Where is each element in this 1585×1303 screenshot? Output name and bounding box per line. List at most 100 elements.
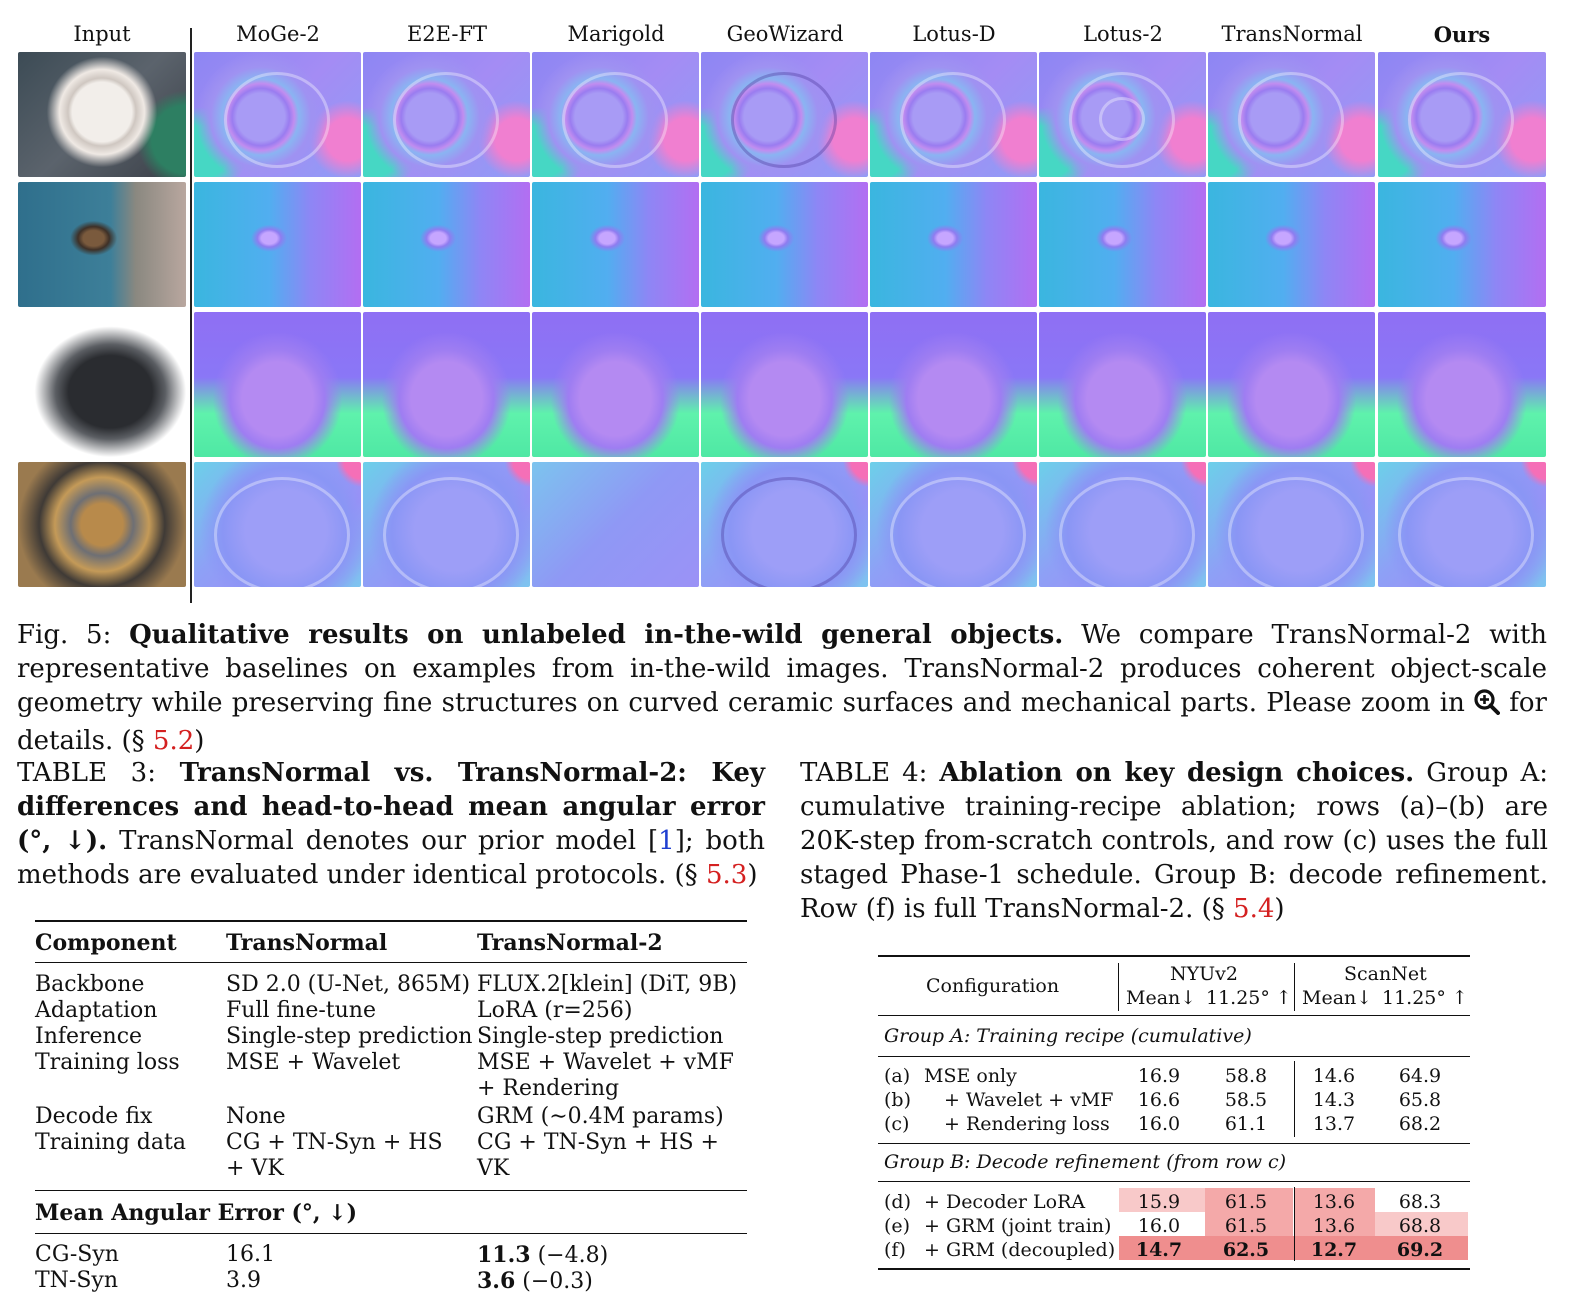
table3-cell: MSE + Wavelet — [226, 1050, 401, 1075]
table4-row-id: (b) — [884, 1089, 911, 1111]
table4-cell: 61.1 — [1224, 1113, 1268, 1135]
table3-delta: (−0.3) — [522, 1269, 593, 1294]
table4-cell: 69.2 — [1396, 1239, 1444, 1261]
table3-cell: Full fine-tune — [226, 998, 376, 1023]
col-header-moge2: MoGe-2 — [236, 22, 320, 46]
table4-text: Group A: cumulative training-recipe abla… — [800, 758, 1548, 924]
normal-map-e2eft-truck — [363, 312, 530, 457]
figure-label: Fig. 5: — [17, 620, 112, 650]
table4-group-a-title: Group A: Training recipe (cumulative) — [884, 1025, 1252, 1047]
table3-row-label: Training loss — [35, 1050, 180, 1075]
section-ref-link[interactable]: 5.3 — [705, 860, 748, 890]
table4-cell: 68.2 — [1398, 1113, 1442, 1135]
normal-map-transnormal-plate — [1208, 52, 1375, 177]
section-ref-link[interactable]: 5.4 — [1233, 894, 1275, 924]
table-vline — [1118, 963, 1119, 1011]
table4-metric-header: Mean↓ — [1302, 987, 1373, 1009]
normal-map-marigold-plate — [532, 52, 699, 177]
normal-map-lotus-d-truck — [870, 312, 1037, 457]
highlight-cell — [1119, 1188, 1205, 1212]
table4-cell: 65.8 — [1398, 1089, 1442, 1111]
table4-row-config: + GRM (decoupled) — [924, 1239, 1116, 1261]
normal-map-marigold-truck — [532, 312, 699, 457]
table4-cell: 13.6 — [1312, 1191, 1356, 1213]
table4-cell: 58.8 — [1224, 1065, 1268, 1087]
table3-cell: FLUX.2[klein] (DiT, 9B) — [477, 972, 738, 997]
table4-label: TABLE 4: — [800, 758, 928, 788]
normal-map-lotus-d-watch — [870, 462, 1037, 587]
table3-best-value: 3.6 — [477, 1268, 516, 1294]
normal-map-moge2-watch — [194, 462, 361, 587]
table-rule — [878, 1056, 1470, 1057]
section-ref-link[interactable]: 5.2 — [152, 726, 195, 756]
normal-map-e2eft-plate — [363, 52, 530, 177]
normal-map-e2eft-spool — [363, 182, 530, 307]
table3-cell: Single-step prediction — [226, 1024, 473, 1049]
col-header-input: Input — [73, 22, 131, 46]
table4-header-scannet: ScanNet — [1344, 963, 1427, 985]
table4-cell: 61.5 — [1224, 1215, 1268, 1237]
table4-row-id: (c) — [884, 1113, 910, 1135]
input-image-watch — [18, 462, 186, 587]
normal-map-e2eft-watch — [363, 462, 530, 587]
table4-cell: 68.8 — [1398, 1215, 1442, 1237]
table4-cell: 13.7 — [1312, 1113, 1356, 1135]
figure-5: Input MoGe-2 E2E-FT Marigold GeoWizard L… — [18, 18, 1566, 603]
table3-cell: 16.1 — [226, 1242, 275, 1267]
table4-cell: 15.9 — [1137, 1191, 1181, 1213]
table3-cell: SD 2.0 (U-Net, 865M) — [226, 972, 471, 997]
figure-caption-title: Qualitative results on unlabeled in-the-… — [129, 620, 1064, 650]
table4-row-id: (d) — [884, 1191, 911, 1213]
table4-row-config: + Decoder LoRA — [924, 1191, 1086, 1213]
table3-cell: GRM (∼0.4M params) — [477, 1104, 724, 1129]
col-header-geowizard: GeoWizard — [726, 22, 844, 46]
normal-map-transnormal-watch — [1208, 462, 1375, 587]
table-vline — [1294, 1061, 1295, 1137]
table4-close: ) — [1274, 894, 1285, 924]
normal-map-moge2-truck — [194, 312, 361, 457]
col-header-e2eft: E2E-FT — [406, 22, 488, 46]
table4-cell: 62.5 — [1222, 1239, 1270, 1261]
normal-map-ours-watch — [1378, 462, 1546, 587]
table3-delta: (−4.8) — [537, 1243, 609, 1268]
table3-close: ) — [747, 860, 758, 890]
table3-cell: CG + TN-Syn + HS + VK — [226, 1130, 443, 1181]
highlight-cell — [1295, 1188, 1375, 1212]
table4-cell: 16.6 — [1137, 1089, 1181, 1111]
table3-cell: 3.6 (−0.3) — [477, 1268, 752, 1295]
zoom-in-icon — [1474, 689, 1501, 724]
table3-text-a: TransNormal denotes our prior model [ — [119, 826, 659, 856]
col-header-transnormal: TransNormal — [1221, 22, 1363, 46]
table3-row-label: Backbone — [35, 972, 145, 997]
table3-header-transnormal2: TransNormal-2 — [477, 930, 663, 956]
col-header-lotus-2: Lotus-2 — [1083, 22, 1163, 46]
table4-row-id: (e) — [884, 1215, 911, 1237]
table4-cell: 58.5 — [1224, 1089, 1268, 1111]
normal-map-geowizard-spool — [701, 182, 868, 307]
figure-divider — [190, 28, 192, 603]
table3-cell: LoRA (r=256) — [477, 998, 633, 1023]
table3-best-value: 11.3 — [477, 1242, 531, 1268]
highlight-cell — [1205, 1188, 1293, 1212]
table-vline — [1294, 963, 1295, 1011]
normal-map-transnormal-truck — [1208, 312, 1375, 457]
table-rule — [878, 1015, 1470, 1016]
citation-link[interactable]: 1 — [658, 826, 675, 856]
table3-row-label: CG-Syn — [35, 1242, 119, 1267]
table-rule — [878, 1181, 1470, 1182]
highlight-cell — [1295, 1212, 1375, 1236]
normal-map-lotus-d-spool — [870, 182, 1037, 307]
normal-map-geowizard-plate — [701, 52, 868, 177]
table3-caption: TABLE 3: TransNormal vs. TransNormal-2: … — [17, 756, 765, 892]
table4-row-config: MSE only — [924, 1065, 1017, 1087]
normal-map-marigold-watch — [532, 462, 699, 587]
table3-cell: CG + TN-Syn + HS + VK — [477, 1130, 719, 1181]
table3-title: TransNormal vs. TransNormal-2: Key diffe… — [17, 758, 765, 856]
table4-cell: 68.3 — [1398, 1191, 1442, 1213]
highlight-cell — [1375, 1212, 1468, 1236]
table-rule — [35, 1233, 747, 1234]
normal-map-lotus-2-watch — [1039, 462, 1206, 587]
table3-cell: 11.3 (−4.8) — [477, 1242, 752, 1269]
table4-row-id: (f) — [884, 1239, 906, 1261]
normal-map-lotus-2-plate — [1039, 52, 1206, 177]
